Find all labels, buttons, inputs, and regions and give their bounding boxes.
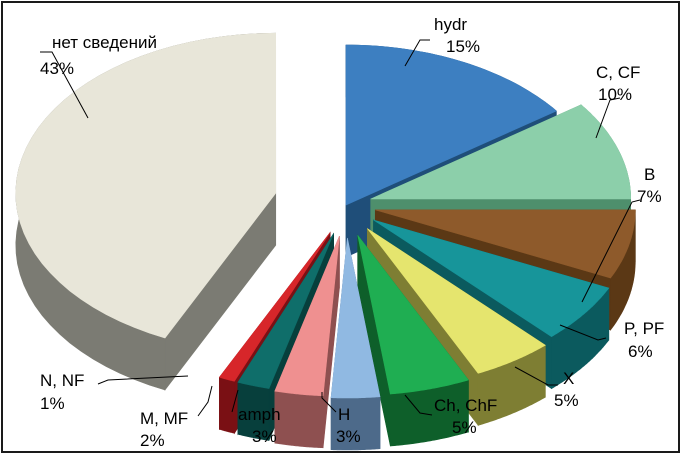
label-name-ch-chf: Ch, ChF [434,396,497,415]
label-name-x: X [563,369,574,388]
label-name-n-nf: N, NF [40,371,84,390]
label-name-p-pf: P, PF [624,319,664,338]
slice-m-mf [237,233,334,389]
leader-line-none [40,51,89,119]
slice-labels: hydr 15% C, CF 10% B 7% P, PF 6% X 5% Ch… [40,15,664,450]
leader-line-b [581,199,641,303]
leader-line-x [514,366,558,386]
label-name-m-mf: M, MF [140,409,188,428]
label-pct-n-nf: 1% [40,394,65,413]
label-name-hydr: hydr [434,15,467,34]
leader-line-ch-chf [404,394,433,416]
leader-line-h [321,392,337,413]
slice-ch-chf [357,235,469,395]
slice-hydr [345,44,557,206]
slice-c-cf [370,104,631,200]
slice-b [375,209,636,279]
slice-side-amph [274,390,324,449]
slice-n-nf [218,232,331,382]
label-pct-none: 43% [40,59,74,78]
label-pct-h: 3% [336,427,361,446]
leader-line-hydr [404,39,430,67]
slice-amph [274,235,340,397]
leader-line-c-cf [595,97,621,139]
label-pct-hydr: 15% [446,37,480,56]
label-pct-amph: 3% [252,427,277,446]
slice-x [367,228,546,374]
label-name-c-cf: C, CF [596,63,640,82]
label-pct-ch-chf: 5% [452,418,477,437]
label-name-h: H [338,405,350,424]
label-name-none: нет сведений [52,33,157,52]
slice-none [15,32,277,339]
label-name-amph: amph [238,405,281,424]
slice-p-pf [373,219,610,337]
slice-h [330,237,381,399]
label-pct-x: 5% [554,391,579,410]
label-name-b: B [644,165,655,184]
leader-line-p-pf [559,324,607,341]
leader-line-n-nf [97,375,189,385]
label-pct-p-pf: 6% [628,342,653,361]
pie-slices [15,32,636,451]
slice-side-n-nf [219,376,235,434]
label-pct-b: 7% [637,187,662,206]
leader-line-m-mf [197,385,213,417]
label-pct-m-mf: 2% [140,431,165,450]
label-pct-c-cf: 10% [598,85,632,104]
leader-line-amph [231,389,239,413]
leader-lines [40,39,641,417]
